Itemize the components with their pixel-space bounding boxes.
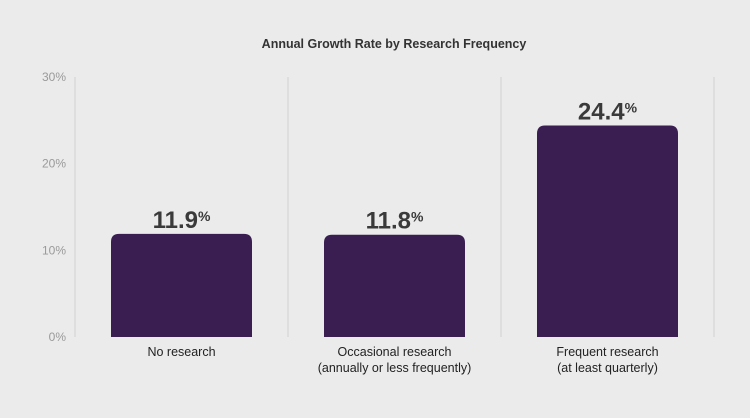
data-labels: 11.9% 11.8%24.4% — [153, 99, 638, 235]
x-category-label-1-line-1: (annually or less frequently) — [318, 361, 472, 375]
x-category-label-2-line-0: Frequent research — [556, 345, 658, 359]
bars — [111, 125, 678, 338]
y-axis-ticks: 0% 10% 20% 30% — [42, 70, 66, 344]
bar-1 — [324, 234, 465, 337]
data-label-percent: % — [625, 100, 638, 116]
grid-layer — [74, 77, 715, 337]
bar-2 — [537, 125, 678, 338]
data-label-percent: % — [411, 209, 424, 225]
y-tick-label-3: 30% — [42, 70, 66, 84]
x-category-label-1-line-0: Occasional research — [338, 345, 452, 359]
y-tick-label-2: 20% — [42, 157, 66, 171]
chart-title: Annual Growth Rate by Research Frequency — [262, 37, 527, 51]
data-label-value: 11.8 — [366, 208, 411, 235]
data-label-percent: % — [198, 208, 211, 224]
data-label-2: 24.4% — [578, 99, 638, 126]
data-label-0: 11.9% — [153, 207, 211, 234]
data-label-value: 24.4 — [578, 99, 625, 126]
bar-0 — [111, 233, 252, 337]
data-label-value: 11.9 — [153, 207, 198, 234]
data-label-1: 11.8% — [366, 208, 424, 235]
y-tick-label-1: 10% — [42, 243, 66, 257]
x-category-label-2-line-1: (at least quarterly) — [557, 361, 658, 375]
y-tick-label-0: 0% — [49, 330, 67, 344]
x-category-label-0-line-0: No research — [147, 345, 215, 359]
x-axis-categories: No research Occasional research (annually … — [147, 345, 658, 375]
